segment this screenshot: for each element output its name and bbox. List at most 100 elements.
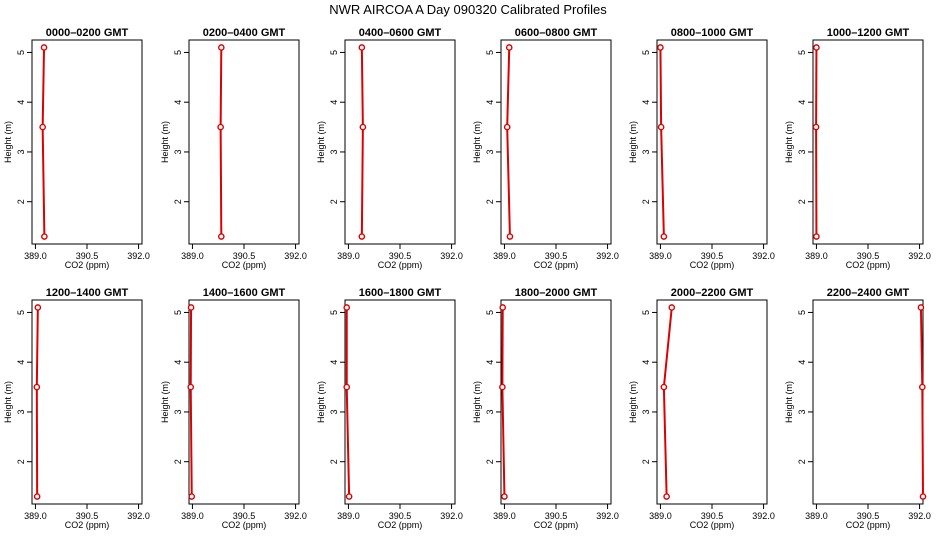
data-point [506, 233, 514, 240]
panel-title: 2000–2200 GMT [671, 287, 754, 299]
y-tick-label: 3 [641, 409, 651, 414]
y-tick-label: 3 [797, 149, 807, 154]
x-tick-label: 390.5 [389, 511, 412, 521]
panel: 0000–0200 GMT 389.0 390.5 392.0 CO2 (ppm) 2 3 4… [3, 27, 150, 270]
profile-segment [41, 127, 46, 237]
data-point [33, 383, 41, 391]
data-point [218, 44, 225, 51]
data-point [358, 233, 366, 240]
y-tick-label: 3 [485, 149, 495, 154]
y-tick-label: 5 [173, 310, 183, 315]
plot-frame [344, 299, 456, 505]
x-axis-label: CO2 (ppm) [534, 520, 579, 530]
data-point [34, 304, 42, 311]
y-tick-label: 5 [329, 310, 339, 315]
data-point [40, 44, 48, 51]
profile-segment [660, 127, 665, 237]
y-tick-label: 2 [173, 199, 183, 204]
panel-title: 2200–2400 GMT [827, 287, 910, 299]
y-tick-label: 5 [173, 50, 183, 55]
y-axis-label: Height (m) [628, 121, 638, 163]
figure-title: NWR AIRCOA A Day 090320 Calibrated Profi… [329, 2, 607, 17]
profile-segment [35, 307, 39, 388]
panel: 1000–1200 GMT 389.0 390.5 392.0 CO2 (ppm) 2 3 4… [784, 27, 931, 270]
profile-segment [506, 47, 511, 128]
data-point [812, 123, 820, 131]
x-axis-label: CO2 (ppm) [846, 260, 891, 270]
y-tick-label: 4 [485, 100, 495, 105]
plot-frame [656, 39, 768, 245]
panel: 1600–1800 GMT 389.0 390.5 392.0 CO2 (ppm) 2 3 4… [316, 287, 463, 530]
y-tick-label: 4 [173, 360, 183, 365]
x-tick-label: 389.0 [493, 251, 516, 261]
y-axis-label: Height (m) [160, 121, 170, 163]
y-tick-label: 5 [485, 310, 495, 315]
data-point [218, 233, 225, 240]
plot-frame [31, 39, 143, 245]
x-tick-label: 389.0 [805, 251, 828, 261]
x-tick-label: 392.0 [596, 511, 619, 521]
x-tick-label: 390.5 [233, 251, 256, 261]
data-point [919, 383, 926, 391]
y-tick-label: 3 [329, 409, 339, 414]
y-tick-label: 5 [16, 310, 26, 315]
y-tick-label: 2 [641, 199, 651, 204]
profile-segment [659, 47, 663, 128]
panels: 0000–0200 GMT 389.0 390.5 392.0 CO2 (ppm) 2 3 4… [3, 27, 931, 530]
data-point [503, 123, 511, 131]
plot-frame [188, 39, 300, 245]
data-point [668, 304, 676, 311]
y-tick-label: 5 [641, 310, 651, 315]
data-point [499, 304, 507, 311]
y-tick-label: 2 [329, 459, 339, 464]
y-tick-label: 5 [329, 50, 339, 55]
y-tick-label: 3 [16, 149, 26, 154]
x-axis-label: CO2 (ppm) [690, 260, 735, 270]
y-tick-label: 5 [641, 50, 651, 55]
panel: 0600–0800 GMT 389.0 390.5 392.0 CO2 (ppm) 2 3 4… [472, 27, 619, 270]
data-point [813, 44, 820, 51]
data-point [187, 304, 195, 311]
x-tick-label: 390.5 [389, 251, 412, 261]
panel-title: 1400–1600 GMT [203, 287, 286, 299]
y-axis-label: Height (m) [784, 381, 794, 423]
y-tick-label: 4 [797, 360, 807, 365]
x-tick-label: 390.5 [76, 511, 99, 521]
data-point [41, 233, 48, 240]
y-tick-label: 4 [329, 360, 339, 365]
data-point [501, 493, 508, 500]
x-tick-label: 389.0 [24, 511, 47, 521]
y-tick-label: 3 [329, 149, 339, 154]
x-tick-label: 390.5 [545, 251, 568, 261]
x-tick-label: 390.5 [701, 251, 724, 261]
data-point [917, 304, 925, 311]
y-tick-label: 2 [16, 199, 26, 204]
y-tick-label: 5 [485, 50, 495, 55]
x-tick-label: 390.5 [701, 511, 724, 521]
x-tick-label: 389.0 [181, 251, 204, 261]
y-tick-label: 2 [485, 459, 495, 464]
panel-title: 0600–0800 GMT [515, 27, 598, 39]
data-point [343, 383, 351, 391]
panel: 0200–0400 GMT 389.0 390.5 392.0 CO2 (ppm) 2 3 4… [160, 27, 307, 270]
profile-segment [921, 387, 924, 497]
y-axis-label: Height (m) [472, 381, 482, 423]
x-axis-label: CO2 (ppm) [222, 520, 267, 530]
x-axis-label: CO2 (ppm) [378, 520, 423, 530]
y-tick-label: 4 [16, 360, 26, 365]
y-tick-label: 2 [797, 459, 807, 464]
panel: 0400–0600 GMT 389.0 390.5 392.0 CO2 (ppm) 2 3 4… [316, 27, 463, 270]
y-axis-label: Height (m) [628, 381, 638, 423]
panel-title: 1800–2000 GMT [515, 287, 598, 299]
y-tick-label: 5 [797, 310, 807, 315]
plot-frame [812, 299, 924, 505]
profile-segment [41, 47, 46, 128]
data-point [359, 123, 367, 131]
panel-title: 1600–1800 GMT [359, 287, 442, 299]
x-tick-label: 392.0 [440, 511, 463, 521]
y-tick-label: 2 [173, 459, 183, 464]
panel-title: 1200–1400 GMT [46, 287, 129, 299]
x-tick-label: 392.0 [440, 251, 463, 261]
x-tick-label: 390.5 [857, 251, 880, 261]
